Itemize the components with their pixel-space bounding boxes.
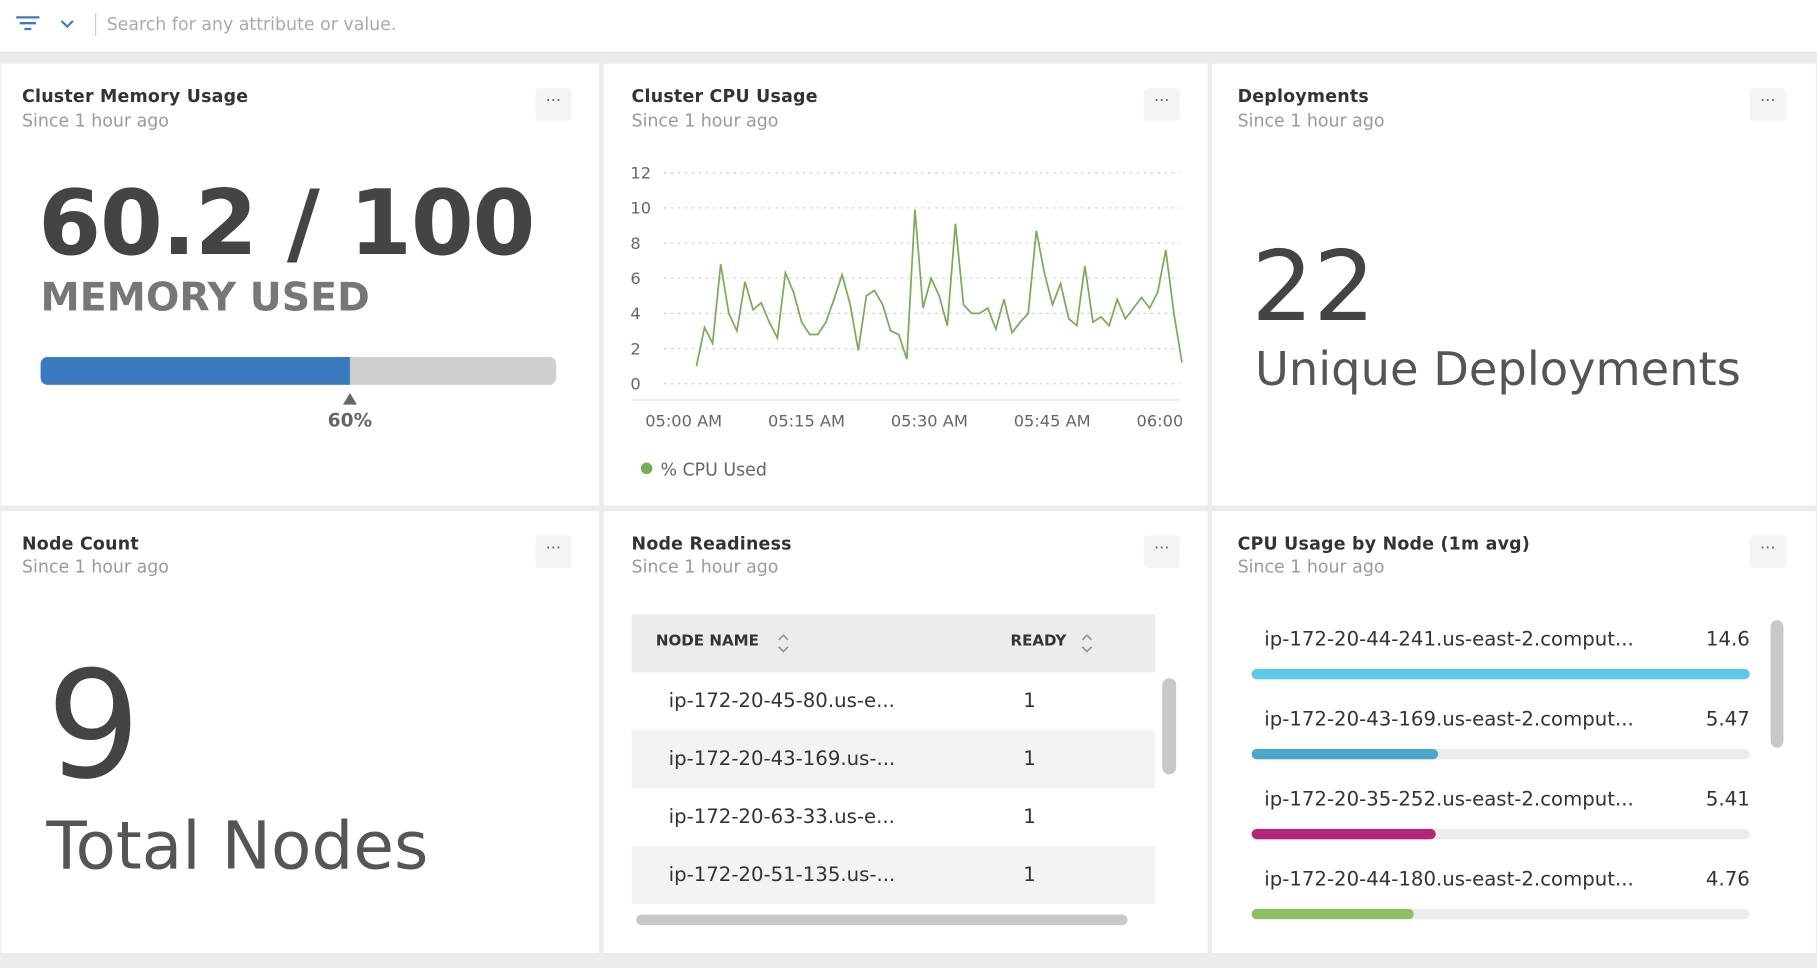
x-tick-label: 05:00 AM [645,412,722,431]
deployments-count: 22 [1251,229,1376,344]
table-row: ip-172-20-51-135.us-... 1 [631,846,1156,905]
bar-track [1251,668,1750,680]
x-tick-label: 06:00 AM [1137,412,1214,431]
scrollbar[interactable] [1162,678,1177,775]
menu-button[interactable]: ··· [1143,88,1180,121]
y-tick-label: 4 [630,304,640,323]
ready-value: 1 [1023,805,1036,829]
memory-label: MEMORY USED [40,274,370,322]
node-name: ip-172-20-51-135.us-... [668,863,896,887]
y-tick-label: 6 [630,269,640,288]
scrollbar[interactable] [636,914,1128,926]
ready-value: 1 [1023,863,1036,887]
panel-subtitle: Since 1 hour ago [22,110,169,131]
table-row: ip-172-20-43-169.us-... 1 [631,730,1156,789]
node-list: ip-172-20-44-241.us-east-2.comput... 14.6… [1251,614,1762,929]
memory-percent: 60% [327,409,373,432]
panel-title: Deployments [1237,85,1369,107]
node-value: 4.76 [1705,868,1750,892]
cpu-node-panel [1212,511,1816,953]
node-name: ip-172-20-43-169.us-east-2.comput... [1264,708,1634,732]
ready-value: 1 [1023,747,1036,771]
node-value: 14.6 [1705,628,1750,652]
plot: 05:00 AM 05:15 AM 05:30 AM 05:45 AM 06:00 AM [645,412,1214,431]
node-name: ip-172-20-63-33.us-e... [668,805,895,829]
table-row: ip-172-20-45-80.us-e... 1 [631,672,1156,731]
ready-value: 1 [1023,689,1036,713]
panel-subtitle: Since 1 hour ago [22,556,169,578]
bar-track [1251,908,1750,920]
memory-bar [40,357,350,385]
node-name: ip-172-20-44-241.us-east-2.comput... [1264,628,1634,652]
x-tick-label: 05:45 AM [1014,412,1091,431]
bar [1251,668,1750,680]
deployments-panel [1212,63,1816,506]
memory-panel [1,63,600,506]
panel-title: Cluster Memory Usage [22,85,249,107]
panel-subtitle: Since 1 hour ago [631,110,779,131]
menu-button[interactable]: ··· [1749,535,1786,569]
column-header[interactable]: READY [1010,632,1067,651]
panel-subtitle: Since 1 hour ago [1237,556,1385,578]
filter-bar: Search for any attribute or value. [0,0,1817,54]
node-value: 5.41 [1705,788,1750,812]
scrollbar[interactable] [1770,620,1784,748]
x-tick-label: 05:15 AM [768,412,845,431]
node-name: ip-172-20-45-80.us-e... [668,689,895,713]
panel-subtitle: Since 1 hour ago [631,556,779,578]
cpu-line [695,209,1183,367]
legend-dot [640,462,653,475]
column-header[interactable]: NODE NAME [655,632,759,651]
node-name: ip-172-20-43-169.us-... [668,747,896,771]
search-input[interactable]: Search for any attribute or value. [106,13,397,35]
bar [1251,908,1414,920]
table-header [631,614,1156,673]
menu-button[interactable]: ··· [535,535,572,569]
y-tick-label: 0 [630,375,640,394]
y-tick-label: 2 [630,339,640,358]
deployments-label: Unique Deployments [1254,343,1741,397]
nodes-panel [1,511,600,953]
memory-marker [343,392,357,405]
sort-icon[interactable] [1080,632,1094,655]
y-tick-label: 12 [630,164,651,183]
table-body: ip-172-20-45-80.us-e... 1 ip-172-20-43-169… [631,672,1156,905]
memory-track [40,357,557,385]
table-row: ip-172-20-63-33.us-e... 1 [631,788,1156,847]
panel-subtitle: Since 1 hour ago [1237,110,1385,131]
legend-label: % CPU Used [661,460,767,480]
node-value: 5.47 [1705,708,1750,732]
panel-title: Cluster CPU Usage [631,85,818,107]
bar [1251,828,1437,840]
menu-button[interactable]: ··· [1749,88,1786,121]
menu-button[interactable]: ··· [1143,535,1180,569]
bar-track [1251,828,1750,840]
cpu-panel [603,63,1208,506]
bar [1251,748,1439,760]
y-tick-label: 8 [630,234,640,253]
bar-track [1251,748,1750,760]
panel-title: Node Count [22,533,139,555]
filter-icon[interactable] [14,14,84,37]
panel-title: CPU Usage by Node (1m avg) [1237,533,1531,555]
sort-icon[interactable] [776,632,790,655]
menu-button[interactable]: ··· [535,88,572,121]
node-label: Total Nodes [46,808,429,885]
panel-title: Node Readiness [631,533,792,555]
node-count: 9 [46,639,141,813]
node-name: ip-172-20-35-252.us-east-2.comput... [1264,788,1634,812]
x-tick-label: 05:30 AM [891,412,968,431]
node-name: ip-172-20-44-180.us-east-2.comput... [1264,868,1634,892]
memory-value: 60.2 / 100 [38,171,535,276]
y-tick-label: 10 [630,199,651,218]
